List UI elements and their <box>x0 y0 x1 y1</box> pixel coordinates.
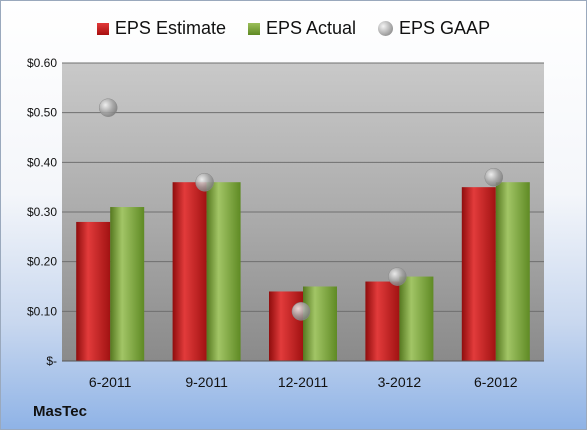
legend-label-actual: EPS Actual <box>265 18 357 38</box>
company-name: MasTec <box>33 403 87 420</box>
bar-eps-actual <box>303 286 337 361</box>
x-tick-label: 9-2011 <box>185 374 228 390</box>
y-tick-label: $- <box>46 354 57 368</box>
legend: EPS Estimate EPS Actual EPS GAAP <box>1 18 586 39</box>
y-tick-label: $0.60 <box>27 56 57 70</box>
legend-swatch-estimate <box>96 22 109 35</box>
bar-eps-estimate <box>172 182 207 361</box>
point-eps-gaap <box>291 302 311 321</box>
gaap-points <box>98 98 504 321</box>
y-tick-label: $0.10 <box>27 304 57 318</box>
point-eps-gaap <box>98 98 118 117</box>
legend-swatch-gaap <box>378 21 394 36</box>
legend-item-gaap: EPS GAAP <box>378 18 490 39</box>
y-tick-label: $0.40 <box>27 155 57 169</box>
bar-eps-estimate <box>365 281 400 361</box>
x-tick-label: 6-2012 <box>474 374 518 390</box>
y-tick-label: $0.20 <box>27 255 57 269</box>
point-eps-gaap <box>195 172 214 192</box>
x-tick-label: 3-2012 <box>378 374 422 390</box>
point-eps-gaap <box>484 167 504 187</box>
bar-eps-actual <box>495 182 530 361</box>
legend-item-estimate: EPS Estimate <box>96 18 226 39</box>
legend-label-estimate: EPS Estimate <box>114 18 226 38</box>
point-eps-gaap <box>388 267 407 286</box>
bar-eps-estimate <box>269 291 303 361</box>
y-tick-label: $0.30 <box>27 205 57 219</box>
y-axis: $- $0.10 $0.20 $0.30 $0.40 $0.50 $0.60 <box>27 56 57 368</box>
x-tick-label: 12-2011 <box>278 374 329 390</box>
bar-eps-estimate <box>461 187 496 361</box>
legend-item-actual: EPS Actual <box>247 18 357 39</box>
x-axis: 6-2011 9-2011 12-2011 3-2012 6-2012 <box>62 360 544 390</box>
bar-eps-actual <box>399 276 434 361</box>
bars <box>76 182 530 361</box>
bar-eps-actual <box>110 207 145 361</box>
bar-eps-actual <box>206 182 241 361</box>
y-tick-label: $0.50 <box>27 106 57 120</box>
bar-eps-estimate <box>76 221 111 361</box>
legend-swatch-actual <box>247 22 260 35</box>
legend-label-gaap: EPS GAAP <box>399 18 491 38</box>
x-tick-label: 6-2011 <box>89 374 132 390</box>
